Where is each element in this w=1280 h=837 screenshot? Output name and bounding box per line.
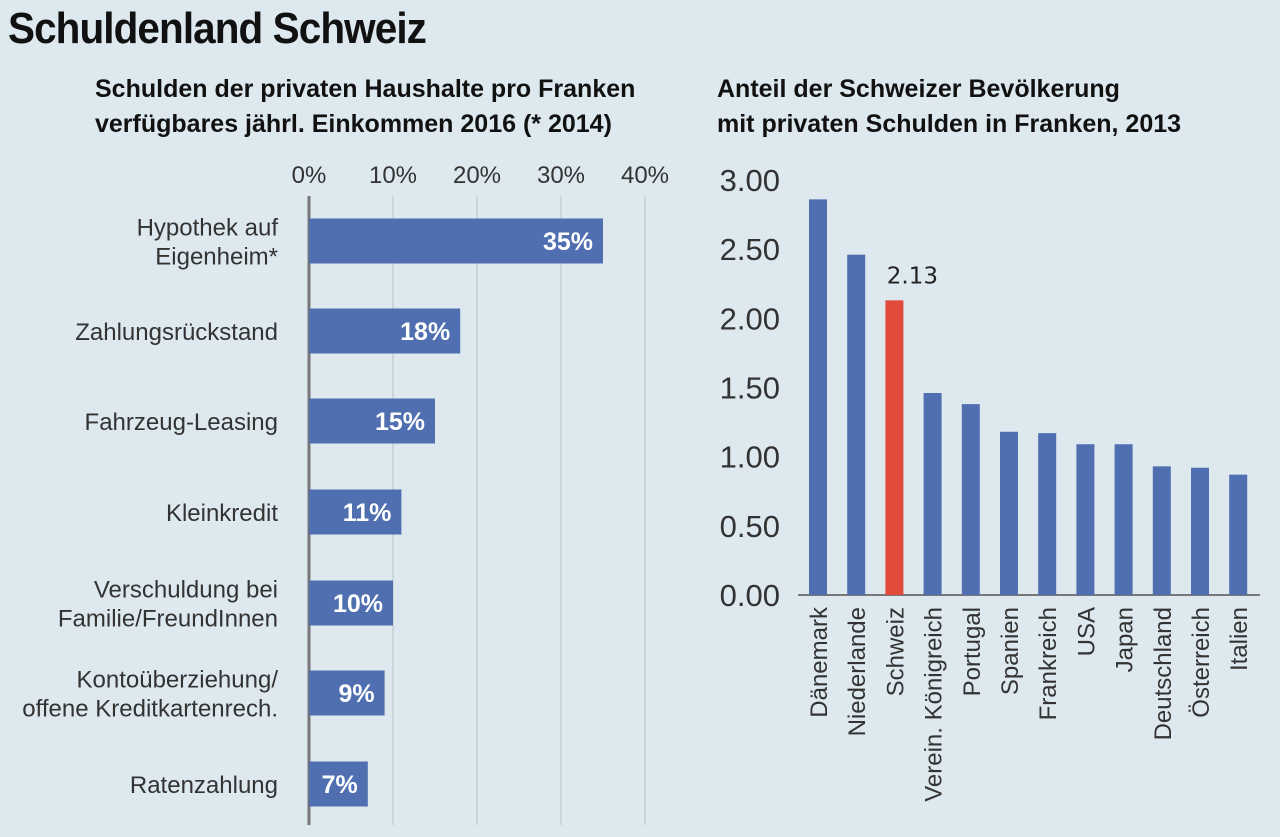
- bar: [923, 393, 942, 595]
- category-label: Portugal: [959, 607, 986, 696]
- category-label: Fahrzeug-Leasing: [85, 409, 278, 436]
- bar: [309, 308, 461, 354]
- y-tick-label: 1.00: [720, 440, 780, 475]
- right-chart-title-line-1: Anteil der Schweizer Bevölkerung: [717, 75, 1120, 103]
- bar: [1191, 467, 1209, 595]
- bar-data-label: 7%: [322, 771, 358, 799]
- right-chart-title: Anteil der Schweizer Bevölkerung mit pri…: [717, 72, 1181, 142]
- bar-data-label: 18%: [400, 318, 450, 346]
- bar: [1076, 444, 1095, 595]
- y-tick-label: 1.50: [720, 371, 780, 406]
- category-label: Familie/FreundInnen: [58, 606, 278, 633]
- x-tick-label: 40%: [621, 162, 669, 189]
- bar: [1114, 444, 1133, 595]
- x-tick-label: 0%: [292, 162, 327, 189]
- bar: [309, 670, 385, 716]
- bar: [1229, 474, 1248, 595]
- bar-data-label: 9%: [338, 680, 374, 708]
- y-tick-label: 3.00: [720, 163, 780, 198]
- category-label: Spanien: [997, 607, 1024, 695]
- category-label: Österreich: [1188, 607, 1215, 718]
- category-label: Eigenheim*: [155, 244, 278, 271]
- category-label: Kleinkredit: [166, 500, 278, 527]
- category-label: Niederlande: [844, 607, 871, 736]
- category-label: Verschuldung bei: [94, 577, 278, 604]
- bar: [961, 404, 980, 595]
- category-label: Verein. Königreich: [921, 607, 948, 802]
- page-title: Schuldenland Schweiz: [8, 4, 427, 53]
- bar-data-label: 10%: [333, 590, 383, 618]
- y-tick-label: 2.50: [720, 232, 780, 267]
- category-label: Schweiz: [882, 607, 909, 696]
- bar: [809, 199, 827, 595]
- x-tick-label: 30%: [537, 162, 585, 189]
- y-tick-label: 0.00: [720, 578, 780, 613]
- category-label: offene Kreditkartenrech.: [22, 696, 278, 723]
- bar: [309, 580, 393, 626]
- bar: [309, 489, 402, 535]
- x-tick-label: 20%: [453, 162, 501, 189]
- y-tick-label: 2.00: [720, 301, 780, 336]
- value-annotation: 2.13: [887, 263, 938, 289]
- bar-data-label: 35%: [543, 228, 593, 256]
- category-label: Italien: [1226, 607, 1253, 671]
- bar: [885, 300, 904, 595]
- bar: [847, 254, 866, 595]
- bar: [1038, 433, 1057, 595]
- bar: [309, 761, 368, 807]
- category-label: Ratenzahlung: [130, 772, 278, 799]
- bar: [1000, 431, 1018, 595]
- category-label: Frankreich: [1035, 607, 1062, 720]
- left-chart-title: Schulden der privaten Haushalte pro Fran…: [95, 72, 635, 142]
- category-label: Zahlungsrückstand: [75, 319, 278, 346]
- y-tick-label: 0.50: [720, 509, 780, 544]
- bar: [309, 218, 603, 264]
- category-label: Kontoüberziehung/: [77, 667, 279, 694]
- category-label: Japan: [1112, 607, 1139, 672]
- bar: [309, 398, 435, 444]
- bar: [1152, 466, 1171, 595]
- left-chart-title-line-2: verfügbares jährl. Einkommen 2016 (* 201…: [95, 110, 612, 138]
- category-label: USA: [1073, 607, 1100, 656]
- category-label: Dänemark: [806, 606, 833, 718]
- category-label: Deutschland: [1150, 607, 1177, 740]
- category-label: Hypothek auf: [137, 215, 279, 242]
- bar-data-label: 15%: [375, 408, 425, 436]
- right-chart-title-line-2: mit privaten Schulden in Franken, 2013: [717, 110, 1182, 138]
- left-chart-title-line-1: Schulden der privaten Haushalte pro Fran…: [95, 75, 636, 103]
- x-tick-label: 10%: [369, 162, 417, 189]
- bar-data-label: 11%: [343, 499, 392, 527]
